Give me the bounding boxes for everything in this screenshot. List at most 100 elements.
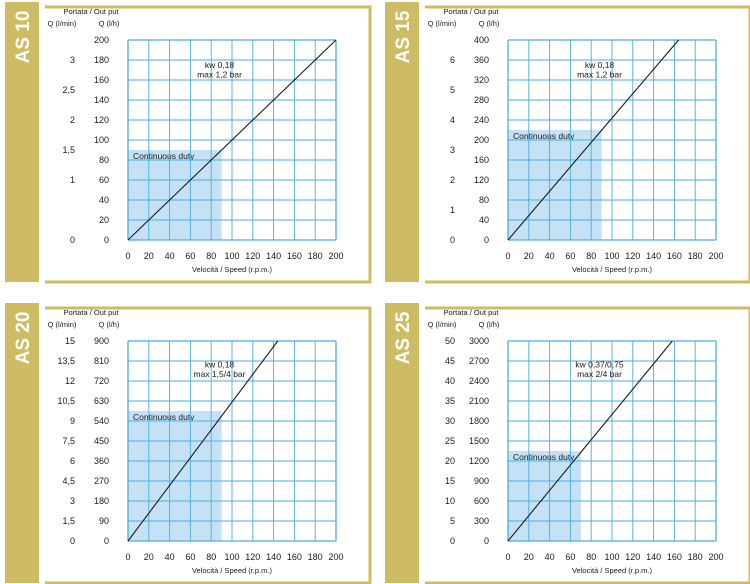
y-left-tick-label: 6 (450, 55, 455, 65)
y-left-tick-label: 7,5 (62, 436, 75, 446)
x-tick-label: 140 (266, 552, 281, 562)
y-right-tick-label: 1200 (469, 456, 489, 466)
y-right-tick-label: 600 (474, 496, 489, 506)
performance-line (507, 340, 673, 542)
x-tick-label: 40 (165, 552, 175, 562)
x-tick-label: 140 (646, 251, 661, 261)
x-tick-label: 160 (667, 251, 682, 261)
x-tick-label: 0 (125, 552, 130, 562)
y-right-tick-label: 160 (94, 75, 109, 85)
y-left-tick-label: 15 (65, 336, 75, 346)
y-right-tick-label: 2100 (469, 396, 489, 406)
y-left-tick-label: 13,5 (57, 356, 75, 366)
y-left-axis-title: Q (l/min) (428, 320, 457, 329)
y-right-tick-label: 0 (104, 235, 109, 245)
x-tick-label: 120 (625, 251, 640, 261)
y-right-tick-label: 20 (99, 215, 109, 225)
title-tab (5, 303, 39, 583)
x-tick-label: 0 (505, 251, 510, 261)
y-right-tick-label: 360 (474, 55, 489, 65)
x-tick-label: 120 (625, 552, 640, 562)
y-right-tick-label: 80 (99, 155, 109, 165)
performance-line (127, 340, 279, 542)
x-tick-label: 40 (165, 251, 175, 261)
y-left-tick-label: 1,5 (62, 145, 75, 155)
y-right-tick-label: 80 (479, 195, 489, 205)
continuous-duty-label: Continuous duty (513, 452, 575, 462)
y-right-tick-label: 810 (94, 356, 109, 366)
y-right-tick-label: 180 (94, 496, 109, 506)
y-left-tick-label: 4,5 (62, 476, 75, 486)
x-tick-label: 100 (604, 552, 619, 562)
axis-header: Portata / Out put (63, 308, 119, 317)
x-tick-label: 80 (586, 552, 596, 562)
y-left-tick-label: 2,5 (62, 85, 75, 95)
y-right-tick-label: 900 (474, 476, 489, 486)
x-tick-label: 200 (328, 251, 343, 261)
y-left-tick-label: 10,5 (57, 396, 75, 406)
x-tick-label: 60 (185, 552, 195, 562)
y-right-tick-label: 320 (474, 75, 489, 85)
power-annotation-line: max 1,5/4 bar (194, 369, 246, 379)
x-tick-label: 160 (287, 251, 302, 261)
y-right-tick-label: 140 (94, 95, 109, 105)
y-right-tick-label: 400 (474, 35, 489, 45)
performance-line (507, 39, 679, 241)
x-axis-title: Velocità / Speed (r.p.m.) (192, 265, 273, 274)
y-right-tick-label: 900 (94, 336, 109, 346)
y-right-tick-label: 450 (94, 436, 109, 446)
y-left-tick-label: 15 (445, 476, 455, 486)
x-tick-label: 60 (565, 251, 575, 261)
y-right-tick-label: 0 (104, 536, 109, 546)
x-tick-label: 180 (688, 251, 703, 261)
y-left-tick-label: 2 (450, 175, 455, 185)
x-tick-label: 180 (688, 552, 703, 562)
y-right-tick-label: 100 (94, 135, 109, 145)
y-left-tick-label: 30 (445, 416, 455, 426)
x-tick-label: 0 (505, 552, 510, 562)
x-axis-title: Velocità / Speed (r.p.m.) (192, 566, 273, 575)
y-right-axis-title: Q (l/h) (479, 320, 500, 329)
y-left-axis-title: Q (l/min) (428, 19, 457, 28)
y-left-axis-title: Q (l/min) (48, 19, 77, 28)
y-right-tick-label: 0 (484, 235, 489, 245)
y-left-tick-label: 45 (445, 356, 455, 366)
y-right-tick-label: 40 (479, 215, 489, 225)
panel-frame (425, 306, 750, 584)
x-axis-title: Velocità / Speed (r.p.m.) (572, 265, 653, 274)
panel-frame (425, 5, 750, 284)
y-right-tick-label: 300 (474, 516, 489, 526)
y-left-tick-label: 0 (70, 235, 75, 245)
x-tick-label: 100 (224, 251, 239, 261)
x-axis-title: Velocità / Speed (r.p.m.) (572, 566, 653, 575)
x-tick-label: 140 (266, 251, 281, 261)
y-left-tick-label: 1 (70, 175, 75, 185)
y-right-tick-label: 120 (94, 115, 109, 125)
y-left-tick-label: 0 (450, 536, 455, 546)
x-tick-label: 180 (308, 251, 323, 261)
y-left-tick-label: 20 (445, 456, 455, 466)
title-tab (5, 2, 39, 282)
title-tab (385, 2, 419, 282)
y-right-tick-label: 200 (94, 35, 109, 45)
x-tick-label: 20 (524, 552, 534, 562)
y-left-tick-label: 9 (70, 416, 75, 426)
x-tick-label: 100 (224, 552, 239, 562)
x-tick-label: 80 (206, 552, 216, 562)
axis-header: Portata / Out put (443, 7, 499, 16)
y-left-tick-label: 0 (450, 235, 455, 245)
y-left-tick-label: 1,5 (62, 516, 75, 526)
y-left-tick-label: 5 (450, 516, 455, 526)
y-right-tick-label: 40 (99, 195, 109, 205)
y-right-tick-label: 90 (99, 516, 109, 526)
y-right-tick-label: 2400 (469, 376, 489, 386)
continuous-duty-label: Continuous duty (513, 131, 575, 141)
y-right-tick-label: 720 (94, 376, 109, 386)
y-right-tick-label: 180 (94, 55, 109, 65)
y-right-tick-label: 280 (474, 95, 489, 105)
power-annotation-line: max 1,2 bar (577, 70, 622, 80)
x-tick-label: 80 (206, 251, 216, 261)
y-left-tick-label: 12 (65, 376, 75, 386)
performance-line (127, 39, 337, 241)
